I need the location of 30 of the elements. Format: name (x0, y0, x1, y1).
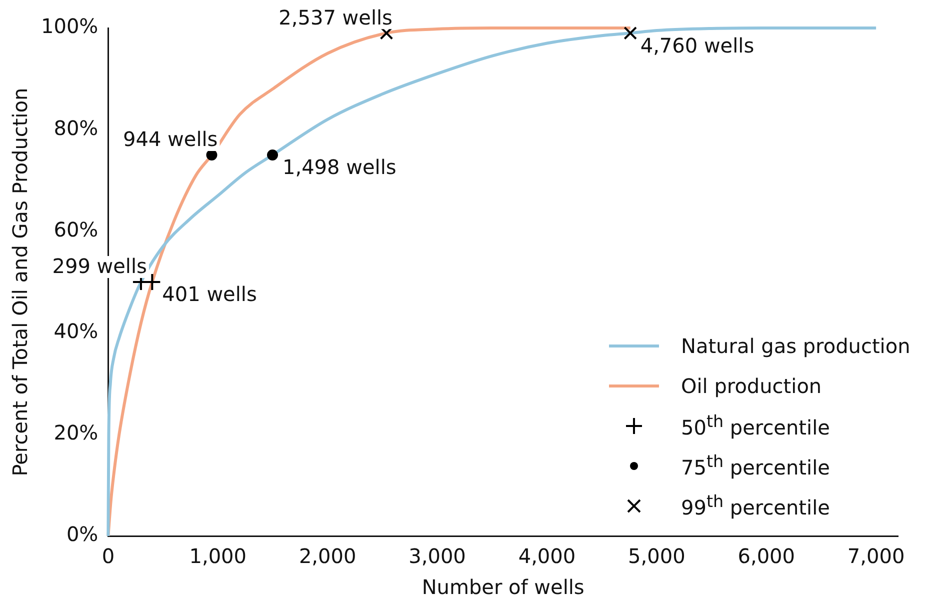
x-tick-label: 0 (102, 544, 115, 568)
x-tick-label: 6,000 (738, 544, 795, 568)
annotation: 4,760 wells (640, 33, 754, 58)
x-tick-label: 7,000 (847, 544, 905, 568)
legend-label: Oil production (681, 374, 822, 398)
y-tick-label: 20% (54, 420, 98, 445)
legend-label: 75$^{th}$ percentile (681, 452, 830, 480)
y-tick-label: 100% (40, 14, 98, 38)
annotation: 299 wells (52, 254, 147, 278)
legend-label: 99$^{th}$ percentile (681, 492, 830, 520)
x-tick-label: 1,000 (189, 544, 247, 568)
point (624, 26, 637, 40)
y-axis-title: Percent of Total Oil and Gas Production (8, 88, 32, 476)
annotation: 401 wells (162, 282, 257, 306)
point (267, 150, 278, 160)
legend-label: 50$^{th}$ percentile (681, 412, 830, 440)
annotation: 2,537 wells (278, 5, 392, 30)
y-tick-label: 80% (54, 116, 98, 140)
point (206, 150, 218, 160)
x-axis-title: Number of wells (422, 575, 584, 600)
annotation: 1,498 wells (282, 155, 396, 180)
annotation: 944 wells (123, 127, 218, 152)
x-tick-label: 4,000 (518, 544, 576, 568)
legend-label: Natural gas production (681, 334, 910, 358)
x-tick-label: 3,000 (408, 544, 466, 568)
y-tick-label: 40% (54, 319, 98, 344)
y-tick-label: 60% (54, 217, 98, 242)
x-tick-label: 2,000 (298, 544, 356, 568)
x-tick-label: 5,000 (628, 544, 686, 568)
y-tick-label: 0% (66, 522, 98, 546)
